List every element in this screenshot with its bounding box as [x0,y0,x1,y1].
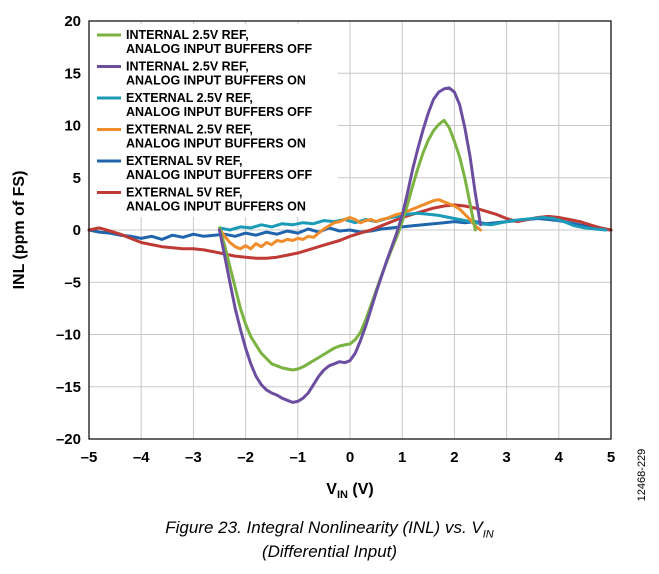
plot-frame [88,20,612,440]
legend-label-line1: EXTERNAL 5V REF, [126,154,242,168]
y-tick-label: –10 [56,327,81,344]
y-tick-label: 0 [73,222,81,239]
x-axis-title-unit: (V) [348,481,374,498]
y-tick-label: 15 [64,65,81,82]
x-axis-title-subscript: IN [337,489,348,501]
x-tick-label: 2 [450,449,458,466]
legend-label-line2: ANALOG INPUT BUFFERS OFF [126,42,312,56]
figure-caption-line2: (Differential Input) [261,542,398,561]
y-tick-label: 20 [64,13,81,30]
x-tick-label: 1 [398,449,406,466]
y-tick-label: 5 [73,170,81,187]
x-tick-label: –5 [81,449,98,466]
legend-label-line2: ANALOG INPUT BUFFERS OFF [126,168,312,182]
y-tick-label: –15 [56,379,81,396]
legend-label-line1: EXTERNAL 2.5V REF, [126,123,253,137]
legend-label-line2: ANALOG INPUT BUFFERS ON [126,137,306,151]
x-tick-label: –3 [185,449,202,466]
x-tick-label: 0 [346,449,354,466]
y-tick-label: –20 [56,431,81,448]
y-tick-label: 10 [64,118,81,135]
y-axis-title: INL (ppm of FS) [11,171,28,290]
x-tick-label: –1 [289,449,306,466]
x-tick-label: 5 [607,449,615,466]
legend-label-line1: INTERNAL 2.5V REF, [126,28,249,42]
legend-label-line2: ANALOG INPUT BUFFERS ON [126,200,306,214]
x-tick-label: 4 [555,449,564,466]
series-lines [87,86,613,404]
series-line-1 [218,118,477,372]
figure-caption-main: Figure 23. Integral Nonlinearity (INL) v… [165,518,483,537]
x-tick-label: –4 [133,449,150,466]
figure-caption-subscript: IN [482,528,494,541]
y-tick-label: –5 [64,274,81,291]
legend-label-line2: ANALOG INPUT BUFFERS OFF [126,105,312,119]
x-tick-label: 3 [502,449,510,466]
y-tick-labels: 20 15 10 5 0 –5 –10 –15 –20 [56,13,81,448]
figure-caption-line1: Figure 23. Integral Nonlinearity (INL) v… [0,518,659,540]
x-tick-label: –2 [237,449,254,466]
legend-label-line1: EXTERNAL 2.5V REF, [126,91,253,105]
legend-background [90,24,338,217]
x-axis-title-main: V [326,481,337,498]
series-line-3 [218,211,608,232]
x-axis-title: VIN (V) [326,481,373,501]
legend-label-line2: ANALOG INPUT BUFFERS ON [126,74,306,88]
legend-label-line1: EXTERNAL 5V REF, [126,186,242,200]
legend-label-line1: INTERNAL 2.5V REF, [126,60,249,74]
series-line-4 [218,198,482,251]
x-tick-labels: –5 –4 –3 –2 –1 0 1 2 3 4 5 [81,449,616,466]
series-line-2 [218,86,482,404]
legend: INTERNAL 2.5V REF,ANALOG INPUT BUFFERS O… [90,24,338,217]
figure-id-label: 12468-229 [636,449,648,502]
